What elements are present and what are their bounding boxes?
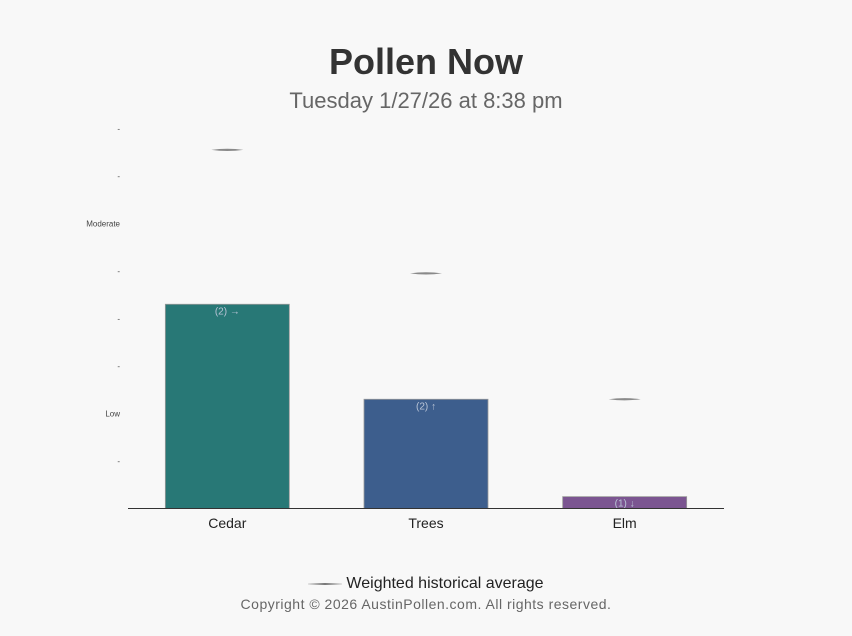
x-tick-label: Cedar [208,515,246,531]
legend: Weighted historical average [0,574,852,594]
legend-label: Weighted historical average [346,575,544,592]
y-tick-label: - [117,315,120,324]
copyright: Copyright © 2026 AustinPollen.com. All r… [240,596,612,612]
historical-average-markers [211,148,641,401]
bar-cedar [164,303,290,509]
y-tick-label: Moderate [86,220,120,229]
bar-trees [363,398,489,509]
historical-average-marker [608,398,641,401]
bar-data-label: (2) ↑ [416,401,436,412]
historical-average-marker [410,272,442,275]
legend-line-icon [308,582,343,585]
y-axis: - Low - - - Moderate - - [86,125,120,467]
page-title: Pollen Now [328,41,523,82]
x-tick-label: Trees [408,515,443,531]
x-tick-label: Elm [613,515,637,531]
historical-average-marker [211,148,244,151]
y-tick-label: - [117,362,120,371]
y-tick-label: - [117,267,120,276]
x-axis-labels: Cedar Trees Elm [208,515,636,531]
y-tick-label: Low [105,410,120,419]
y-tick-label: - [117,457,120,466]
y-tick-label: - [117,125,120,134]
page-subtitle: Tuesday 1/27/26 at 8:38 pm [289,88,563,113]
bar-data-label: (1) ↓ [615,499,635,510]
bars: (2) → (2) ↑ (1) ↓ [164,303,688,510]
y-tick-label: - [117,172,120,181]
bar-data-label: (2) → [215,306,240,317]
